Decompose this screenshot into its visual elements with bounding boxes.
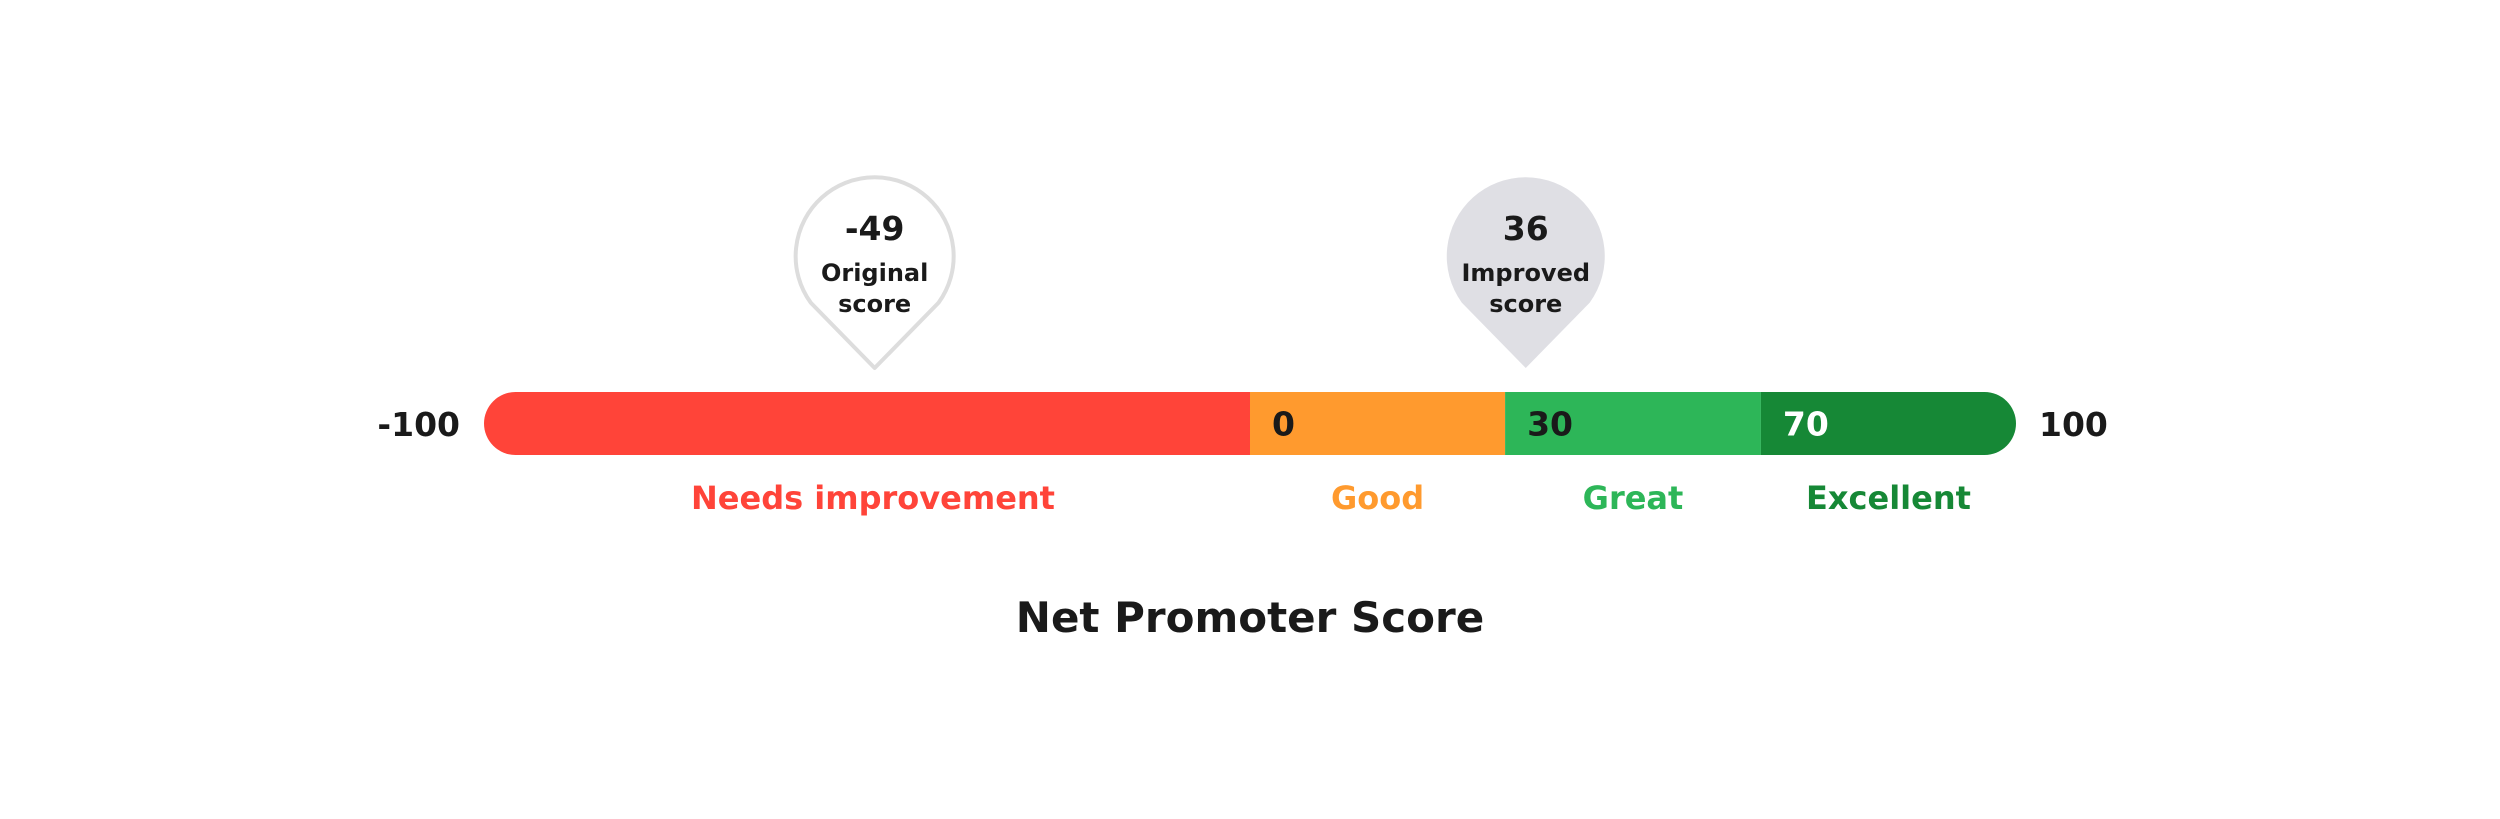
marker-value: 36: [1503, 209, 1549, 248]
bar-segment-great: [1505, 392, 1761, 455]
segment-start-label: 70: [1783, 405, 1829, 444]
score-bar: [484, 392, 2016, 455]
range-max-label: 100: [2039, 405, 2108, 444]
segment-start-label: 30: [1527, 405, 1573, 444]
segment-start-label: 0: [1272, 405, 1295, 444]
category-label: Good: [1331, 479, 1424, 517]
range-min-label: -100: [377, 405, 460, 444]
bar-segment-good: [1250, 392, 1506, 455]
markers-layer: -49 Original score 36 Improved score: [793, 175, 1605, 370]
marker-label: score: [838, 290, 911, 318]
bar-segment-excellent: [1760, 392, 2016, 455]
marker-label: score: [1489, 290, 1562, 318]
marker-pin-shape: [793, 175, 956, 370]
marker-pin-shape: [1446, 177, 1605, 368]
marker-label: Improved: [1461, 259, 1590, 287]
marker-label: Original: [821, 259, 928, 287]
category-label: Excellent: [1806, 479, 1971, 517]
score-marker: 36 Improved score: [1446, 177, 1605, 368]
chart-title: Net Promoter Score: [1016, 593, 1484, 642]
score-marker: -49 Original score: [793, 175, 956, 370]
segment-labels-layer: Needs improvement 0 Good 30 Great 70 Excellent: [691, 405, 1971, 518]
category-label: Great: [1583, 479, 1684, 517]
category-label: Needs improvement: [691, 479, 1055, 517]
bar-segment-needs-improvement: [484, 392, 1250, 455]
marker-value: -49: [845, 209, 905, 248]
